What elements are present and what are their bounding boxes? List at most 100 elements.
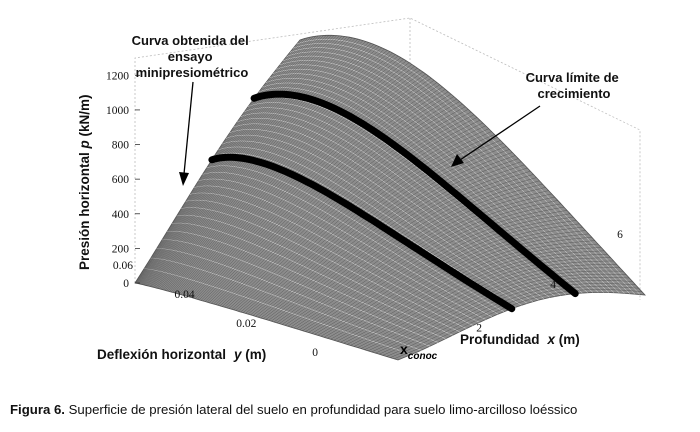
mesh-line	[145, 35, 337, 286]
mesh-line	[311, 210, 568, 334]
mesh-line	[135, 38, 306, 284]
y-tick-label: 0	[312, 347, 318, 359]
z-axis-label-main: Presión horizontal	[77, 148, 92, 270]
mesh-line	[247, 137, 498, 315]
x-conoc-label: xconoc	[400, 341, 438, 362]
mesh-line	[143, 35, 332, 286]
mesh-line	[141, 35, 327, 285]
mesh-line	[233, 119, 480, 310]
mesh-line	[268, 161, 522, 321]
mesh-line	[357, 257, 611, 348]
mesh-line	[197, 77, 432, 300]
z-axis-ticks: 0 200 400 600 800 1000 1200	[106, 70, 140, 290]
z-axis-label: Presión horizontal p (kN/m)	[77, 94, 92, 270]
mesh-line	[284, 180, 540, 326]
y-axis-label-unit: (m)	[242, 347, 267, 362]
mesh-line	[179, 59, 404, 295]
y-axis-label-var: y	[233, 347, 243, 362]
x-tick-label: 6	[617, 229, 623, 241]
z-tick-label: 800	[112, 140, 130, 152]
annotation-limit-curve: Curva límite de crecimiento	[526, 70, 623, 101]
mesh-line	[185, 66, 415, 297]
figure-caption: Figura 6. Superficie de presión lateral …	[10, 402, 700, 417]
mesh-line	[305, 203, 561, 332]
mesh-line	[263, 155, 516, 319]
mesh-line	[231, 117, 478, 310]
mesh-line	[327, 226, 583, 339]
mesh-line	[282, 177, 537, 325]
annotation-limit-line2: crecimiento	[538, 86, 611, 101]
mesh-line	[137, 36, 311, 284]
mesh-line	[330, 230, 586, 340]
mesh-line	[136, 37, 308, 284]
pressure-surface	[134, 34, 647, 361]
mesh-line	[245, 134, 495, 314]
caption-text: Superficie de presión lateral del suelo …	[64, 402, 578, 417]
x-axis-label-main: Profundidad	[460, 332, 540, 347]
mesh-line	[317, 216, 574, 336]
mesh-line	[154, 38, 358, 288]
mesh-line	[323, 223, 580, 338]
mesh-line	[148, 36, 345, 287]
mesh-line	[147, 35, 343, 286]
z-tick-label: 1200	[106, 70, 129, 82]
mesh-line	[271, 164, 525, 322]
mesh-line	[353, 253, 608, 347]
mesh-line	[296, 193, 552, 330]
mesh-line	[224, 109, 469, 308]
y-axis-ticks: 0.06 0.04 0.02 0	[113, 260, 318, 359]
mesh-line	[175, 55, 399, 294]
z-tick-label: 600	[112, 174, 130, 186]
mesh-line	[182, 62, 410, 296]
mesh-line	[151, 37, 353, 288]
curve-1	[208, 153, 516, 313]
mesh-line	[386, 283, 636, 357]
mesh-line	[203, 84, 440, 302]
mesh-line	[219, 103, 463, 307]
surface-fill	[134, 34, 647, 361]
mesh-line	[199, 80, 435, 300]
annotation-arrows	[179, 81, 541, 186]
mesh-line	[382, 280, 633, 356]
z-tick-label: 0	[123, 278, 129, 290]
mesh-line	[276, 170, 531, 323]
mesh-line	[135, 38, 303, 284]
mesh-line	[155, 39, 361, 289]
mesh-line	[164, 46, 380, 291]
mesh-line	[169, 50, 388, 292]
mesh-line	[211, 93, 452, 304]
mesh-line	[217, 101, 460, 306]
mesh-line	[157, 41, 366, 289]
z-tick-label: 400	[112, 209, 130, 221]
mesh-line	[174, 54, 396, 293]
mesh-line	[265, 158, 519, 320]
mesh-line	[320, 220, 577, 337]
annotation-ensayo-curve: Curva obtenida del ensayo minipresiométr…	[132, 33, 253, 80]
mesh-line	[340, 240, 595, 343]
annotation-ensayo-line2: ensayo	[168, 49, 213, 64]
mesh-line	[139, 35, 319, 285]
mesh-line	[201, 82, 438, 301]
mesh-line	[150, 37, 351, 287]
mesh-line	[162, 44, 374, 290]
mesh-line	[302, 200, 558, 331]
mesh-line	[235, 122, 483, 311]
z-axis-label-unit: (kN/m)	[77, 94, 92, 140]
mesh-line	[250, 140, 501, 316]
mesh-line	[308, 206, 565, 333]
z-axis-label-var: p	[77, 140, 92, 149]
mesh-line	[299, 196, 555, 330]
mesh-line	[379, 277, 630, 355]
arrow-head-limit	[451, 154, 464, 167]
mesh-line	[293, 190, 549, 329]
mesh-line	[255, 146, 507, 317]
mesh-line	[187, 67, 418, 297]
mesh-line	[195, 75, 429, 299]
x-tick-label: 4	[550, 279, 556, 291]
mesh-line	[260, 152, 513, 319]
x-axis-label-unit: (m)	[555, 332, 580, 347]
mesh-line	[152, 38, 356, 288]
mesh-line	[242, 131, 492, 313]
mesh-line	[167, 48, 385, 292]
